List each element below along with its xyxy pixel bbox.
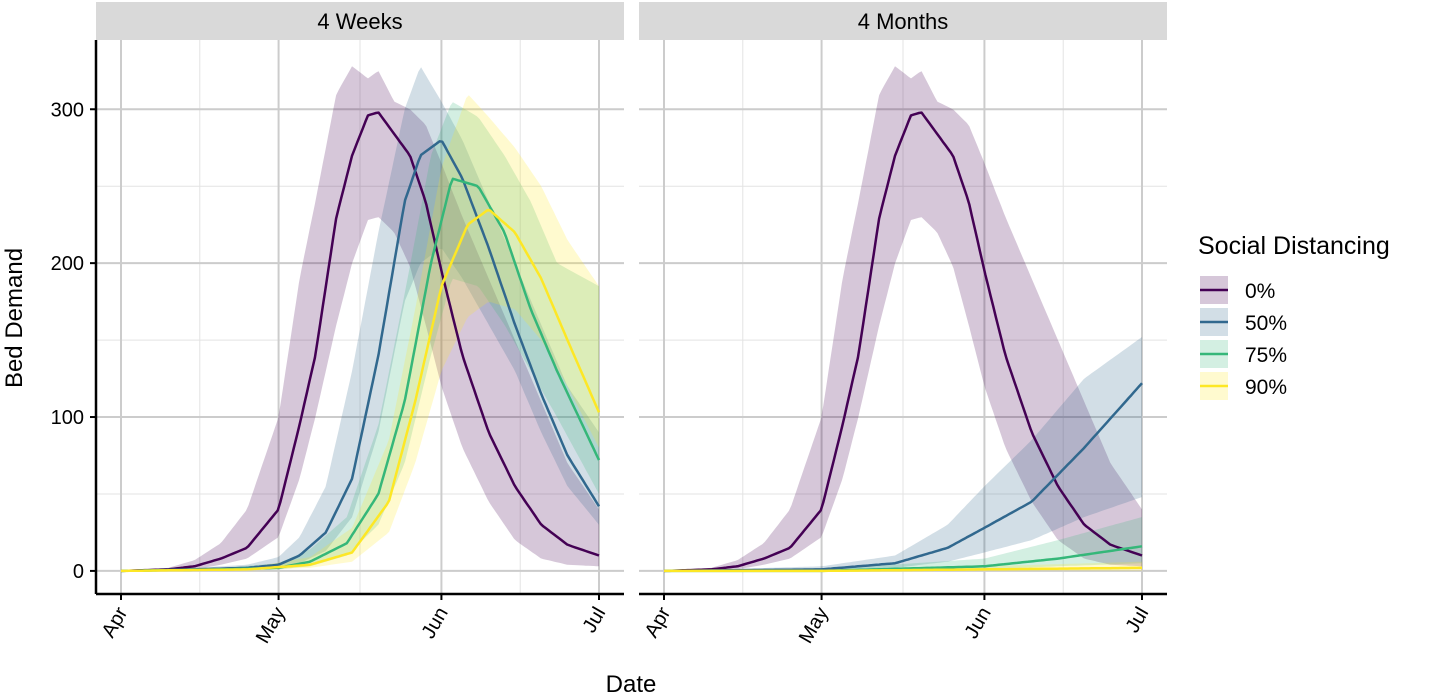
y-tick-label: 200 xyxy=(51,253,84,275)
y-tick-label: 300 xyxy=(51,99,84,121)
band-50pct xyxy=(121,67,599,571)
line-0pct xyxy=(663,111,1143,573)
panel-left-bands xyxy=(121,66,599,571)
x-tick-label: Jul xyxy=(578,604,610,637)
band-75pct xyxy=(664,517,1142,571)
band-75pct xyxy=(121,102,599,571)
panel-left-y-ticks: 0 100 200 300 xyxy=(51,99,96,583)
band-0pct xyxy=(664,66,1142,571)
panel-left-grid xyxy=(94,40,624,596)
x-tick-label: May xyxy=(795,604,833,648)
panel-left: 4 Weeks Apr May Jun Jul 0 100 200 300 xyxy=(51,2,624,647)
legend-label: 75% xyxy=(1245,344,1287,367)
x-tick-label: Jul xyxy=(1121,604,1153,637)
y-axis-title: Bed Demand xyxy=(1,248,28,388)
legend-label: 0% xyxy=(1245,280,1275,303)
legend-label: 90% xyxy=(1245,376,1287,399)
legend: Social Distancing 0% 50% 75% 90% xyxy=(1198,232,1390,400)
y-tick-label: 100 xyxy=(51,407,84,429)
x-tick-label: Apr xyxy=(641,603,676,641)
line-0pct xyxy=(120,111,600,573)
panel-left-lines xyxy=(120,111,601,573)
x-tick-label: May xyxy=(252,604,290,648)
band-90pct xyxy=(121,95,599,571)
panel-right-x-ticks: Apr May Jun Jul xyxy=(641,594,1153,648)
panel-right-title: 4 Months xyxy=(858,9,949,34)
legend-label: 50% xyxy=(1245,312,1287,335)
line-90pct xyxy=(121,208,601,573)
x-axis-title: Date xyxy=(606,671,657,698)
line-90pct xyxy=(664,566,1143,573)
legend-title: Social Distancing xyxy=(1198,232,1390,260)
x-tick-label: Jun xyxy=(418,604,453,643)
x-tick-label: Jun xyxy=(961,604,996,643)
y-tick-label: 0 xyxy=(73,561,84,583)
band-50pct xyxy=(664,337,1142,571)
panel-right-strip xyxy=(639,2,1167,40)
panel-left-x-ticks: Apr May Jun Jul xyxy=(98,594,610,648)
panel-right-lines xyxy=(663,111,1143,573)
x-tick-label: Apr xyxy=(98,603,133,641)
panel-left-strip xyxy=(96,2,624,40)
panel-left-title: 4 Weeks xyxy=(317,9,402,34)
band-0pct xyxy=(121,66,599,571)
panel-right: 4 Months Apr May Jun Jul xyxy=(639,2,1167,647)
